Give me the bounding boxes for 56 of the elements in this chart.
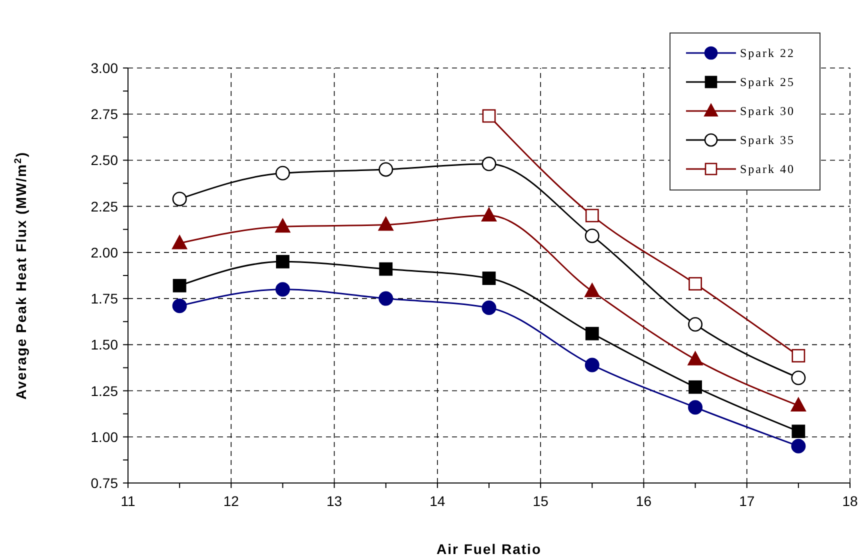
x-tick-label: 15	[532, 493, 549, 509]
point	[275, 282, 290, 297]
point	[688, 400, 703, 415]
point	[172, 298, 187, 314]
y-tick-label: 1.25	[90, 382, 118, 399]
y-tick-label: 2.00	[90, 244, 118, 260]
legend-label: Spark 25	[740, 75, 795, 89]
point	[790, 397, 806, 412]
y-tick-label: 2.25	[90, 198, 118, 214]
y-tick-label: 3.00	[90, 60, 118, 76]
point	[172, 235, 188, 250]
point	[584, 282, 600, 298]
x-tick-label: 17	[739, 493, 755, 509]
point	[791, 370, 806, 386]
y-tick-label: 1.75	[90, 290, 118, 307]
legend-label: Spark 35	[740, 133, 795, 147]
x-axis-title: Air Fuel Ratio	[436, 541, 542, 557]
x-tick-label: 16	[636, 493, 652, 509]
point	[792, 349, 806, 362]
x-tick-label: 13	[326, 493, 342, 509]
y-tick-label: 1.00	[90, 428, 118, 445]
point	[791, 438, 806, 454]
point	[688, 351, 703, 366]
point	[482, 300, 496, 316]
x-tick-label: 14	[430, 493, 446, 509]
point	[585, 326, 599, 340]
point	[378, 162, 394, 177]
point	[585, 208, 599, 222]
y-tick-label: 2.75	[90, 106, 118, 122]
point	[275, 166, 290, 180]
point	[688, 277, 702, 290]
y-tick-label: 1.50	[90, 336, 118, 353]
point	[688, 317, 703, 332]
point	[276, 254, 290, 268]
point	[378, 216, 394, 231]
point	[378, 291, 394, 306]
point	[792, 424, 806, 438]
y-tick-label: 2.50	[90, 152, 118, 168]
point	[482, 109, 496, 123]
legend-label: Spark 30	[740, 104, 795, 118]
point	[172, 192, 187, 206]
y-tick-label: 0.75	[90, 475, 118, 491]
point	[481, 207, 497, 222]
point	[482, 272, 496, 285]
point	[584, 228, 600, 244]
point	[584, 358, 600, 372]
point	[275, 218, 290, 233]
x-tick-label: 12	[223, 493, 240, 509]
legend-label: Spark 40	[740, 162, 795, 176]
point	[688, 380, 702, 394]
x-tick-label: 18	[842, 493, 858, 509]
point	[482, 156, 496, 172]
point	[379, 262, 393, 276]
legend-label: Spark 22	[740, 46, 795, 60]
x-tick-label: 11	[120, 493, 136, 509]
point	[172, 278, 186, 292]
